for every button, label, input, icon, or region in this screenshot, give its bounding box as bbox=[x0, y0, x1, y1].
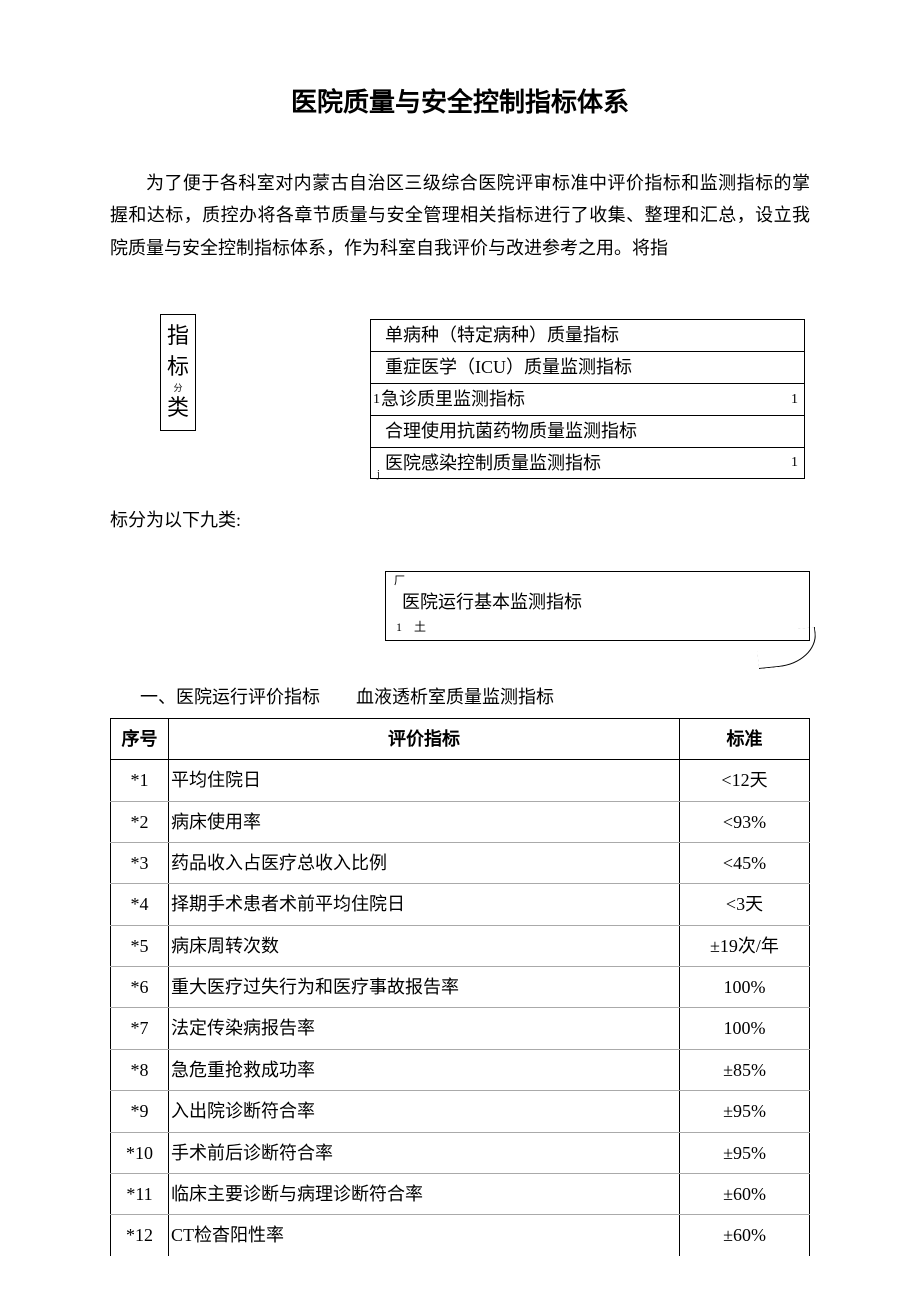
cell-seq: *1 bbox=[111, 760, 169, 801]
cell-indicator: 临床主要诊断与病理诊断符合率 bbox=[169, 1174, 680, 1215]
category-row: 单病种（特定病种）质量指标 bbox=[370, 319, 805, 351]
evaluation-table: 序号 评价指标 标准 *1平均住院日<12天*2病床使用率<93%*3药品收入占… bbox=[110, 718, 810, 1256]
cell-standard: 100% bbox=[680, 967, 810, 1008]
cell-standard: ±95% bbox=[680, 1132, 810, 1173]
cell-indicator: 重大医疗过失行为和医疗事故报告率 bbox=[169, 967, 680, 1008]
table-row: *3药品收入占医疗总收入比例<45% bbox=[111, 842, 810, 883]
category-text: 合理使用抗菌药物质量监测指标 bbox=[385, 415, 637, 447]
table-header-row: 序号 评价指标 标准 bbox=[111, 718, 810, 759]
curve-line bbox=[755, 627, 818, 669]
cell-indicator: 手术前后诊断符合率 bbox=[169, 1132, 680, 1173]
table-row: *4择期手术患者术前平均住院日<3天 bbox=[111, 884, 810, 925]
category-text: 重症医学（ICU）质量监测指标 bbox=[385, 351, 632, 383]
cell-seq: *9 bbox=[111, 1091, 169, 1132]
cell-standard: 100% bbox=[680, 1008, 810, 1049]
category-row: 医院感染控制质量监测指标 1 j bbox=[370, 447, 805, 479]
category-row: 1 急诊质里监测指标 1 bbox=[370, 383, 805, 415]
vert-char-2: 标 bbox=[167, 354, 189, 379]
table-row: *12CT检杳阳性率±60% bbox=[111, 1215, 810, 1256]
category-list: 单病种（特定病种）质量指标 重症医学（ICU）质量监测指标 1 急诊质里监测指标… bbox=[370, 319, 805, 479]
cell-standard: ±85% bbox=[680, 1049, 810, 1090]
table-row: *5病床周转次数±19次/年 bbox=[111, 925, 810, 966]
vert-char-small: 分 bbox=[163, 383, 193, 394]
row-num-left: 1 bbox=[373, 387, 380, 412]
category-text: 医院感染控制质量监测指标 bbox=[385, 447, 601, 479]
row-tiny-mark: j bbox=[377, 466, 380, 484]
cell-indicator: 病床周转次数 bbox=[169, 925, 680, 966]
header-indicator: 评价指标 bbox=[169, 718, 680, 759]
cell-indicator: 平均住院日 bbox=[169, 760, 680, 801]
row-num-right: 1 bbox=[791, 387, 798, 412]
section-heading: 一、医院运行评价指标 血液透析室质量监测指标 bbox=[110, 681, 810, 713]
table-row: *8急危重抢救成功率±85% bbox=[111, 1049, 810, 1090]
row-num-right: 1 bbox=[791, 450, 798, 475]
cell-seq: *5 bbox=[111, 925, 169, 966]
table-row: *1平均住院日<12天 bbox=[111, 760, 810, 801]
cell-seq: *12 bbox=[111, 1215, 169, 1256]
cell-seq: *3 bbox=[111, 842, 169, 883]
cell-standard: <12天 bbox=[680, 760, 810, 801]
cell-standard: ±60% bbox=[680, 1215, 810, 1256]
table-row: *6重大医疗过失行为和医疗事故报告率100% bbox=[111, 967, 810, 1008]
cell-standard: ±95% bbox=[680, 1091, 810, 1132]
category-text: 单病种（特定病种）质量指标 bbox=[385, 319, 619, 351]
cell-standard: ±60% bbox=[680, 1174, 810, 1215]
cell-seq: *4 bbox=[111, 884, 169, 925]
vert-char-1: 指 bbox=[167, 323, 189, 348]
table-row: *11临床主要诊断与病理诊断符合率±60% bbox=[111, 1174, 810, 1215]
lower-box-text: 医院运行基本监测指标 bbox=[396, 576, 799, 618]
cell-seq: *6 bbox=[111, 967, 169, 1008]
cell-standard: <3天 bbox=[680, 884, 810, 925]
cell-indicator: 择期手术患者术前平均住院日 bbox=[169, 884, 680, 925]
intro-paragraph: 为了便于各科室对内蒙古自治区三级综合医院评审标准中评价指标和监测指标的掌握和达标… bbox=[110, 167, 810, 264]
cell-standard: ±19次/年 bbox=[680, 925, 810, 966]
cell-seq: *10 bbox=[111, 1132, 169, 1173]
lower-top-mark: 厂 bbox=[394, 572, 405, 592]
cell-standard: <93% bbox=[680, 801, 810, 842]
table-row: *7法定传染病报告率100% bbox=[111, 1008, 810, 1049]
subtext: 标分为以下九类: bbox=[110, 504, 810, 536]
cell-indicator: 药品收入占医疗总收入比例 bbox=[169, 842, 680, 883]
category-row: 重症医学（ICU）质量监测指标 bbox=[370, 351, 805, 383]
table-row: *2病床使用率<93% bbox=[111, 801, 810, 842]
cell-indicator: 法定传染病报告率 bbox=[169, 1008, 680, 1049]
cell-indicator: 病床使用率 bbox=[169, 801, 680, 842]
category-row: 合理使用抗菌药物质量监测指标 bbox=[370, 415, 805, 447]
diagram-area: 指 标 分 类 单病种（特定病种）质量指标 重症医学（ICU）质量监测指标 1 … bbox=[110, 314, 810, 494]
cell-indicator: CT检杳阳性率 bbox=[169, 1215, 680, 1256]
cell-indicator: 急危重抢救成功率 bbox=[169, 1049, 680, 1090]
lower-box-area: 厂 医院运行基本监测指标 1 土 bbox=[110, 571, 810, 661]
table-row: *9入出院诊断符合率±95% bbox=[111, 1091, 810, 1132]
vert-char-3: 类 bbox=[167, 395, 189, 420]
cell-seq: *11 bbox=[111, 1174, 169, 1215]
cell-seq: *7 bbox=[111, 1008, 169, 1049]
cell-seq: *8 bbox=[111, 1049, 169, 1090]
header-standard: 标准 bbox=[680, 718, 810, 759]
table-row: *10手术前后诊断符合率±95% bbox=[111, 1132, 810, 1173]
page-title: 医院质量与安全控制指标体系 bbox=[110, 80, 810, 127]
cell-standard: <45% bbox=[680, 842, 810, 883]
header-seq: 序号 bbox=[111, 718, 169, 759]
lower-bot-mark: 1 土 bbox=[396, 617, 799, 639]
lower-box: 厂 医院运行基本监测指标 1 土 bbox=[385, 571, 810, 641]
cell-seq: *2 bbox=[111, 801, 169, 842]
cell-indicator: 入出院诊断符合率 bbox=[169, 1091, 680, 1132]
category-text: 急诊质里监测指标 bbox=[381, 383, 525, 415]
vertical-label-box: 指 标 分 类 bbox=[160, 314, 196, 431]
